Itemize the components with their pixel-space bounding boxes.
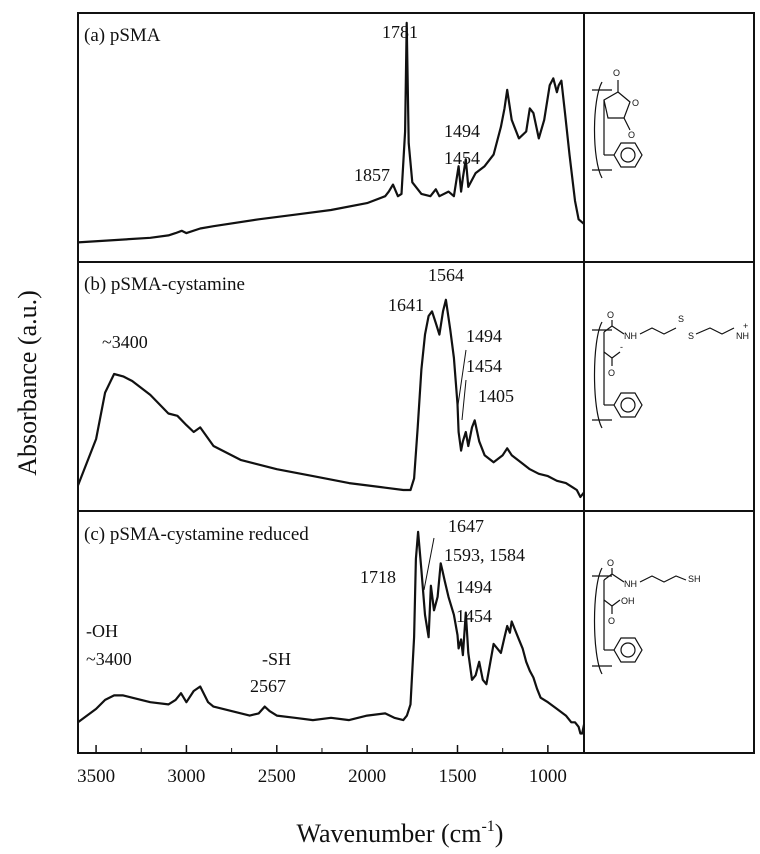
panel-c-title: (c) pSMA-cystamine reduced [84, 524, 309, 545]
x-axis-title-close: ) [495, 819, 504, 848]
x-axis: 3500 3000 2500 2000 1500 1000 [77, 745, 567, 787]
anhydride-ring [603, 91, 631, 119]
annotation-1454: 1454 [444, 148, 480, 168]
panel-c [77, 530, 586, 735]
carboxylic-acid-c [603, 599, 621, 614]
panel-b-annotations: 1564 1641 ~3400 1494 1454 1405 [102, 265, 514, 421]
annotation-1454: 1454 [466, 356, 502, 376]
bracket-left-b [593, 321, 603, 429]
phenyl-aromatic-b [620, 397, 636, 413]
panel-a-annotations: 1781 1857 1494 1454 [354, 22, 480, 185]
structure-c: O NH SH OH O [592, 558, 701, 675]
annotation-1641: 1641 [388, 295, 424, 315]
struct-c-label-0: O [607, 558, 614, 568]
struct-a-label-0: O [613, 68, 620, 78]
annotation-1454: 1454 [456, 606, 492, 626]
struct-c-label-3: OH [621, 596, 635, 606]
x-axis-title-main: Wavenumber (cm [297, 819, 482, 848]
phenyl-ring-c [613, 637, 643, 663]
y-axis-title: Absorbance (a.u.) [13, 290, 42, 476]
struct-b-label-4: NH [736, 331, 749, 341]
struct-b-label-0: O [607, 310, 614, 320]
chain-b1 [639, 327, 677, 335]
annotation-1781: 1781 [382, 22, 418, 42]
annotation-1857: 1857 [354, 165, 390, 185]
x-tick-label-1000: 1000 [529, 766, 567, 787]
structure-b: O NH S S NH O - + [592, 310, 749, 429]
leader-line-1494 [457, 349, 467, 406]
phenyl-aromatic-a [620, 147, 636, 163]
bracket-ticks-b [592, 329, 612, 421]
panel-b [76, 298, 585, 499]
annotation-1494: 1494 [466, 326, 502, 346]
annotation-1405: 1405 [478, 386, 514, 406]
x-tick-label-1500: 1500 [439, 766, 477, 787]
bracket-ticks-a [592, 89, 612, 171]
amide-b [603, 320, 625, 335]
struct-c-label-4: O [608, 616, 615, 626]
spectrum-line-b [76, 298, 585, 499]
struct-b-label-1: NH [624, 331, 637, 341]
carbonyl-bonds-a [617, 80, 631, 131]
phenyl-ring-a [613, 142, 643, 168]
panel-a [77, 21, 585, 244]
x-tick-label-3000: 3000 [167, 766, 205, 787]
annotation-1647: 1647 [448, 516, 484, 536]
leader-line-1647 [423, 537, 435, 591]
annotation-1718: 1718 [360, 567, 396, 587]
struct-b-label-5: O [608, 368, 615, 378]
x-tick-label-2500: 2500 [258, 766, 296, 787]
annotation-oh: -OH [86, 621, 118, 641]
leader-line-1454 [461, 379, 467, 421]
struct-a-label-2: O [628, 130, 635, 140]
struct-c-label-1: NH [624, 579, 637, 589]
struct-b-label-6: - [620, 342, 623, 352]
bracket-left-c [593, 567, 603, 675]
annotation-1593-1584: 1593, 1584 [444, 545, 525, 565]
x-axis-title-superscript: -1 [481, 818, 494, 835]
phenyl-aromatic-c [620, 642, 636, 658]
x-axis-title: Wavenumber (cm-1) [297, 818, 504, 848]
struct-b-label-2: S [678, 314, 684, 324]
annotation-1564: 1564 [428, 265, 464, 285]
spectrum-line-c [77, 530, 586, 735]
figure-frame [77, 12, 755, 754]
struct-a-label-1: O [632, 98, 639, 108]
panel-b-title: (b) pSMA-cystamine [84, 274, 245, 295]
bracket-left-a [593, 81, 603, 179]
phenyl-ring-b [613, 392, 643, 418]
annotation-1494: 1494 [444, 121, 480, 141]
chain-c [639, 575, 687, 583]
chain-b2 [695, 327, 735, 335]
annotation-2567: 2567 [250, 676, 286, 696]
annotation-3400: ~3400 [102, 332, 148, 352]
structure-a: O O O [592, 68, 643, 179]
struct-c-label-2: SH [688, 574, 701, 584]
panel-c-annotations: 1647 1593, 1584 1718 1494 1454 -OH ~3400… [86, 516, 525, 696]
panel-a-title: (a) pSMA [84, 25, 161, 46]
amide-c [603, 568, 625, 583]
carboxylate-b [603, 351, 621, 366]
annotation-3400: ~3400 [86, 649, 132, 669]
struct-b-label-7: + [743, 321, 748, 331]
struct-b-label-3: S [688, 331, 694, 341]
annotation-sh: -SH [262, 649, 291, 669]
annotation-1494: 1494 [456, 577, 492, 597]
x-tick-label-3500: 3500 [77, 766, 115, 787]
x-tick-label-2000: 2000 [348, 766, 386, 787]
spectrum-line-a [77, 21, 585, 244]
